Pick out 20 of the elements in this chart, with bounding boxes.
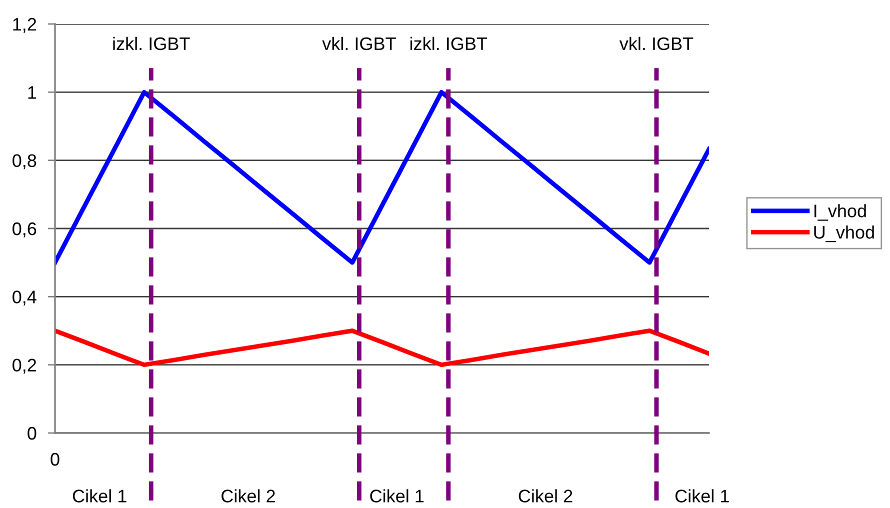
y-tick-label: 0	[28, 426, 36, 440]
y-tick-label: 0,6	[12, 222, 36, 238]
annotation: izkl. IGBT	[410, 36, 488, 50]
legend-label: I_vhod	[814, 204, 866, 221]
y-tick-label: 0,8	[12, 154, 36, 170]
text: Cikel 2	[222, 489, 275, 502]
y-tick-label: 1	[28, 86, 36, 99]
text: Cikel 1	[675, 489, 729, 502]
text: Cikel 2	[518, 489, 572, 502]
y-tick-label: 1,2	[13, 18, 36, 33]
legend-label: U_vhod	[814, 225, 874, 242]
annotation: vkl. IGBT	[619, 36, 694, 50]
line-series	[55, 90, 709, 265]
annotation: izkl. IGBT	[113, 36, 190, 50]
y-tick-label: 0,2	[12, 358, 36, 374]
y-tick-label: 0,4	[12, 290, 36, 306]
line-series	[55, 328, 709, 368]
text: Cikel 1	[370, 489, 424, 502]
annotation: vkl. IGBT	[322, 36, 396, 50]
text: Cikel 1	[72, 489, 126, 502]
